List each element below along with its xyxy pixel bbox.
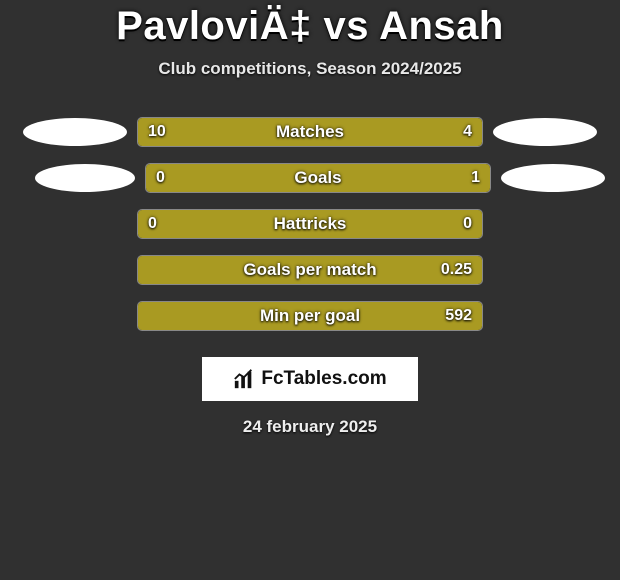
player-oval-right [493, 118, 597, 146]
player-oval-left [23, 118, 127, 146]
oval-spacer [23, 302, 127, 330]
stat-label: Goals [146, 164, 490, 192]
page-title: PavloviÄ‡ vs Ansah [0, 4, 620, 49]
footer-date: 24 february 2025 [0, 417, 620, 437]
stat-label: Goals per match [138, 256, 482, 284]
branding-text: FcTables.com [261, 368, 386, 390]
stat-row: 00Hattricks [0, 201, 620, 247]
stat-row: 592Min per goal [0, 293, 620, 339]
stat-bar: 592Min per goal [137, 301, 483, 331]
stat-bar: 0.25Goals per match [137, 255, 483, 285]
oval-spacer [493, 302, 597, 330]
player-oval-right [501, 164, 605, 192]
stat-bar: 00Hattricks [137, 209, 483, 239]
stat-label: Min per goal [138, 302, 482, 330]
stat-row: 0.25Goals per match [0, 247, 620, 293]
player-oval-left [35, 164, 135, 192]
stat-bar: 01Goals [145, 163, 491, 193]
stat-rows: 104Matches 01Goals 00Hattricks 0.25Goals pe… [0, 109, 620, 339]
branding-box: FcTables.com [202, 357, 418, 401]
stat-row: 104Matches [0, 109, 620, 155]
chart-icon [233, 368, 255, 390]
page-subtitle: Club competitions, Season 2024/2025 [0, 59, 620, 79]
oval-spacer [493, 210, 597, 238]
comparison-card: PavloviÄ‡ vs Ansah Club competitions, Se… [0, 0, 620, 437]
oval-spacer [493, 256, 597, 284]
stat-row: 01Goals [0, 155, 620, 201]
stat-bar: 104Matches [137, 117, 483, 147]
stat-label: Hattricks [138, 210, 482, 238]
stat-label: Matches [138, 118, 482, 146]
oval-spacer [23, 210, 127, 238]
oval-spacer [23, 256, 127, 284]
